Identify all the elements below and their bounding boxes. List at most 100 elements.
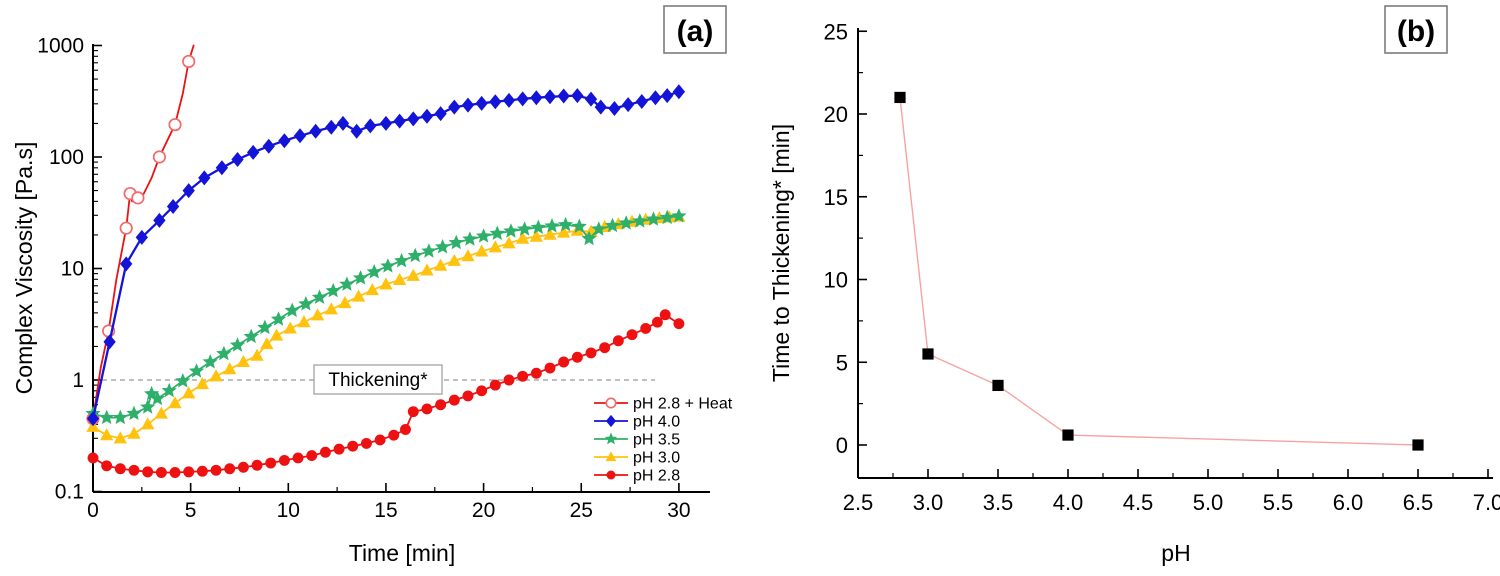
marker-triangle (365, 283, 379, 296)
marker-star (149, 390, 166, 406)
marker-triangle (338, 296, 352, 309)
marker-triangle (297, 315, 311, 328)
marker-circle (114, 463, 126, 475)
y-tick-label: 20 (824, 102, 848, 127)
marker-circle (237, 461, 249, 473)
marker-diamond (434, 106, 447, 122)
marker-diamond (246, 144, 260, 160)
marker-star (353, 270, 369, 285)
marker-circle (388, 429, 400, 441)
marker-circle (640, 322, 652, 334)
marker-square (894, 91, 906, 104)
panel-a: 0 5 10 15 20 25 30 0.1 1 10 100 1000 Thickening* pH… (11, 5, 733, 566)
thickening-annotation-box (313, 364, 443, 395)
marker-triangle (379, 277, 393, 290)
marker-diamond (364, 118, 377, 134)
marker-circle (585, 347, 597, 359)
marker-circle (626, 329, 638, 341)
marker-diamond (336, 115, 350, 131)
marker-triangle (605, 451, 617, 462)
x-tick-label: 3.5 (983, 490, 1014, 515)
marker-square (992, 379, 1004, 392)
marker-star (257, 319, 273, 335)
marker-circle (155, 467, 167, 478)
marker-open-circle (119, 221, 133, 235)
marker-circle (517, 370, 529, 382)
x-tick-label: 6.5 (1403, 490, 1434, 515)
marker-diamond (86, 411, 100, 427)
panel-b-axes: 2.5 3.0 3.5 4.0 4.5 5.0 5.5 6.0 6.5 7.0 0 5 10 15 20 25 (824, 19, 1500, 515)
marker-star (544, 218, 560, 233)
marker-star (581, 230, 597, 246)
marker-star (126, 405, 142, 420)
marker-diamond (530, 90, 543, 106)
marker-triangle (236, 355, 251, 368)
marker-triangle (529, 229, 543, 242)
marker-star (530, 219, 546, 234)
x-tick-label: 4.0 (1053, 490, 1084, 515)
marker-diamond (120, 256, 133, 272)
marker-diamond (621, 97, 635, 113)
marker-triangle (420, 263, 434, 276)
marker-star (112, 409, 128, 425)
x-tick-label: 6.0 (1333, 490, 1364, 515)
marker-star (394, 252, 410, 268)
marker-open-circle (182, 54, 196, 68)
marker-open-circle (152, 150, 166, 164)
marker-circle (128, 464, 140, 476)
x-tick-label: 3.0 (913, 490, 944, 515)
marker-star (366, 264, 382, 279)
y-tick-label: 25 (824, 19, 848, 44)
y-tick-label: 5 (836, 350, 848, 375)
panel-b-letter-box: (b) (1384, 5, 1448, 54)
marker-star (517, 221, 533, 236)
marker-square (1412, 439, 1424, 451)
marker-circle (210, 464, 222, 476)
marker-circle (87, 452, 99, 464)
marker-star (462, 231, 478, 246)
marker-diamond (379, 115, 393, 131)
x-tick-label: 20 (472, 499, 495, 522)
marker-diamond (393, 113, 406, 129)
marker-circle (319, 446, 331, 458)
marker-triangle (461, 249, 475, 262)
x-tick-label: 15 (374, 499, 397, 522)
legend-label: pH 2.8 (633, 468, 680, 485)
panel-a-y-axis-title: Complex Viscosity [Pa.s] (11, 142, 37, 395)
marker-star (421, 243, 437, 258)
marker-triangle (209, 369, 223, 382)
marker-star (311, 289, 328, 304)
y-tick-label: 0.1 (55, 481, 84, 504)
marker-diamond (198, 170, 211, 186)
marker-star (448, 234, 464, 250)
x-tick-label: 7.0 (1473, 490, 1500, 515)
y-tick-label: 10 (824, 268, 848, 293)
marker-star (645, 211, 662, 226)
y-tick-label: 15 (824, 185, 848, 210)
marker-circle (673, 318, 685, 330)
y-tick-label: 1000 (37, 35, 84, 58)
marker-star (435, 239, 451, 254)
marker-diamond (325, 119, 338, 135)
marker-star (140, 399, 156, 414)
legend-item-ph-3.5: pH 3.5 (594, 432, 680, 449)
legend-item-ph-4.0: pH 4.0 (594, 414, 680, 431)
marker-triangle (269, 328, 284, 341)
marker-triangle (310, 308, 325, 321)
thickening-annotation-label: Thickening* (328, 370, 428, 391)
marker-diamond (608, 101, 621, 117)
series-line (92, 215, 680, 440)
marker-triangle (250, 348, 264, 361)
x-tick-label: 2.5 (843, 490, 874, 515)
marker-star (632, 213, 648, 228)
series-line (92, 215, 680, 419)
marker-triangle (260, 337, 274, 350)
marker-diamond (661, 88, 674, 104)
marker-diamond (278, 133, 291, 149)
marker-diamond (594, 99, 607, 115)
marker-triangle (502, 236, 516, 249)
marker-circle (265, 457, 277, 469)
marker-diamond (635, 93, 648, 109)
marker-circle (606, 470, 616, 480)
